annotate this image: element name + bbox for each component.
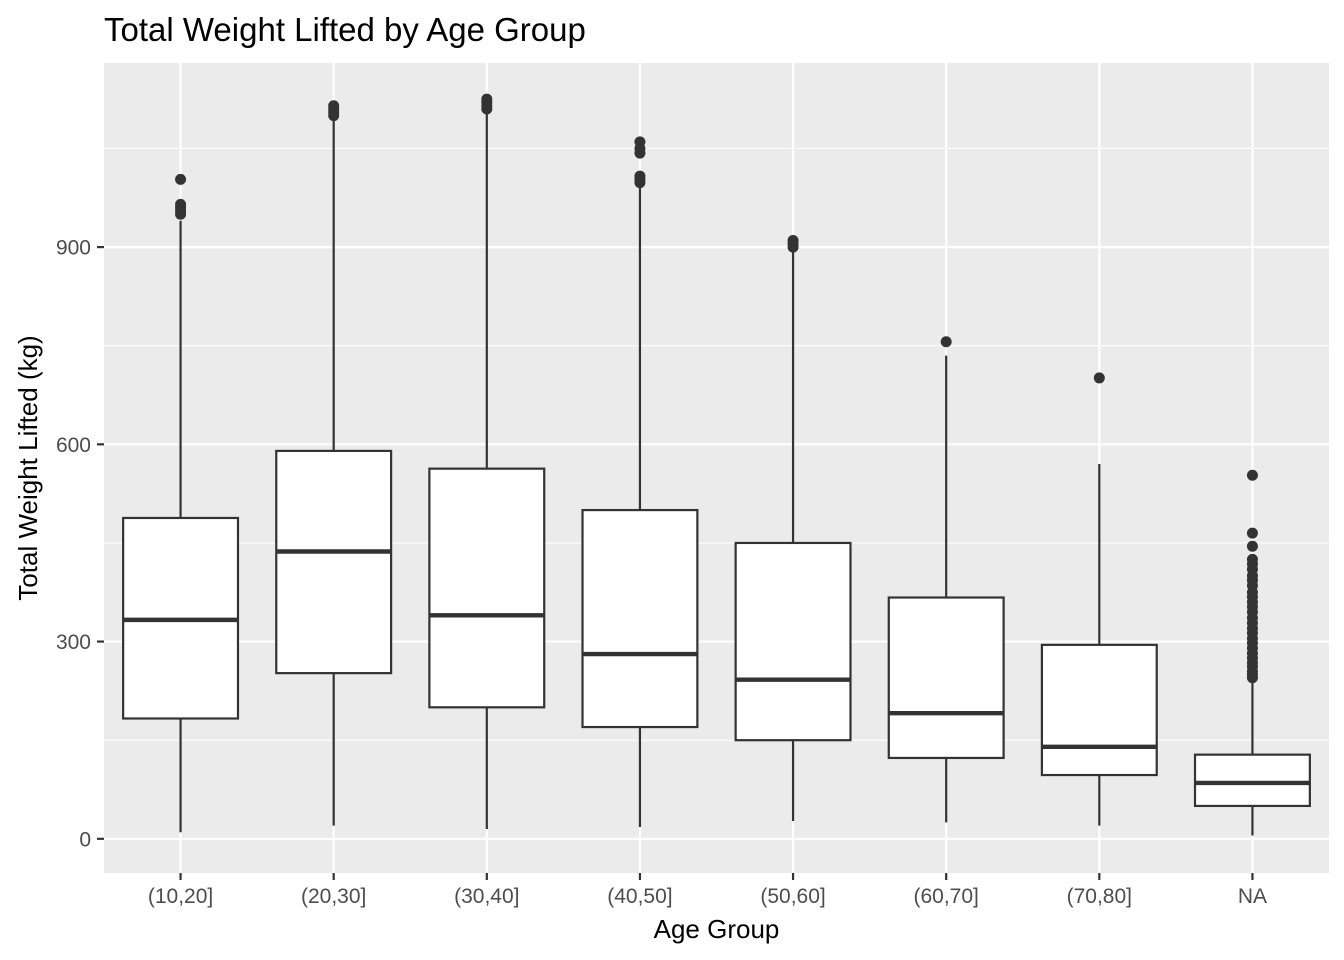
chart-title: Total Weight Lifted by Age Group <box>104 11 586 48</box>
x-axis: (10,20] (20,30] (30,40] (40,50] (50,60] (60,7… <box>148 873 1267 908</box>
box-group <box>734 235 852 822</box>
box-group <box>275 100 393 826</box>
box-series <box>122 93 1311 836</box>
outlier-point <box>634 170 646 182</box>
x-tick-label: NA <box>1238 885 1267 908</box>
x-axis-title: Age Group <box>654 914 780 944</box>
box-group <box>122 173 240 833</box>
x-tick-label: (20,30] <box>301 885 366 908</box>
y-tick-label: 900 <box>56 237 91 260</box>
outlier-point <box>1246 553 1258 565</box>
x-tick-label: (50,60] <box>760 885 825 908</box>
outlier-point <box>175 198 187 210</box>
box-group <box>1040 372 1158 826</box>
y-tick-label: 0 <box>79 828 91 851</box>
outlier-point <box>634 136 646 148</box>
box-iqr <box>887 596 1005 760</box>
box-iqr <box>581 508 699 729</box>
box-iqr <box>428 467 546 709</box>
outlier-point <box>328 100 340 112</box>
box-iqr <box>1193 753 1311 808</box>
x-tick-label: (60,70] <box>913 885 978 908</box>
box-iqr <box>1040 643 1158 777</box>
outlier-point <box>175 173 187 185</box>
box-group <box>887 336 1005 823</box>
x-tick-label: (70,80] <box>1067 885 1132 908</box>
box-group <box>581 136 699 827</box>
box-iqr <box>275 449 393 675</box>
outlier-point <box>1246 540 1258 552</box>
outlier-point <box>1093 372 1105 384</box>
box-iqr <box>734 541 852 742</box>
y-tick-label: 600 <box>56 434 91 457</box>
outlier-point <box>481 93 493 105</box>
x-tick-label: (30,40] <box>454 885 519 908</box>
x-tick-label: (10,20] <box>148 885 213 908</box>
y-tick-label: 300 <box>56 631 91 654</box>
box-group <box>1193 469 1311 836</box>
outlier-point <box>787 235 799 247</box>
y-axis-title: Total Weight Lifted (kg) <box>13 335 43 600</box>
box-group <box>428 93 546 829</box>
outlier-point <box>940 336 952 348</box>
outlier-point <box>1246 527 1258 539</box>
outlier-point <box>1246 469 1258 481</box>
y-axis: 0 300 600 900 <box>56 237 104 851</box>
x-tick-label: (40,50] <box>607 885 672 908</box>
